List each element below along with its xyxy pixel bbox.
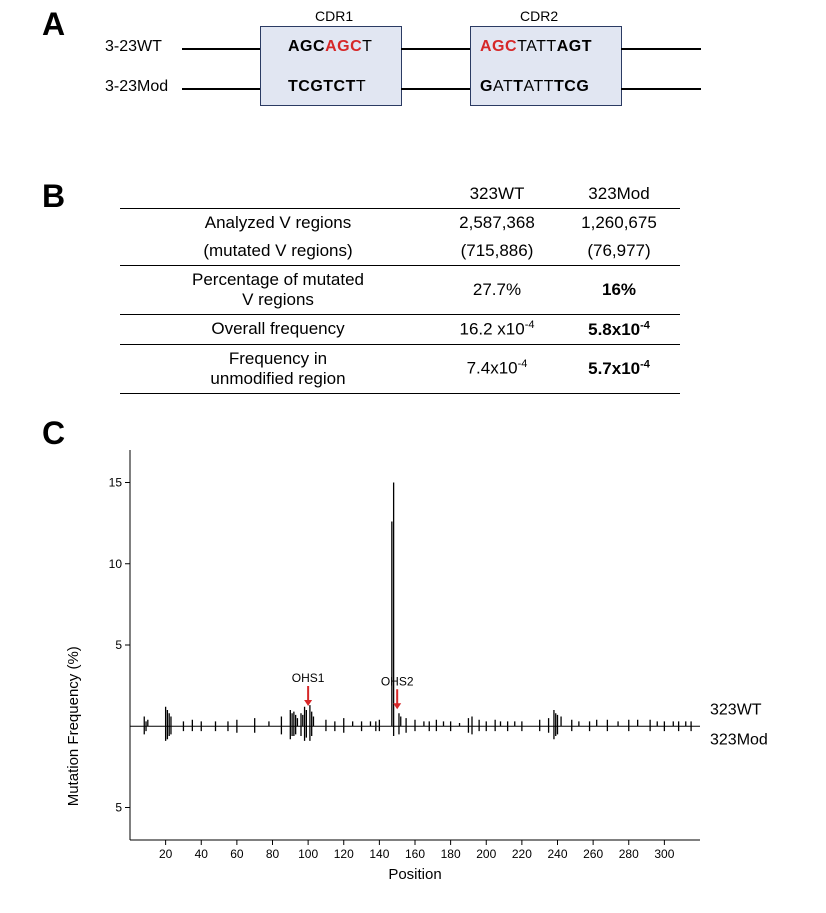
row2-cdr1-seq: TCGTCTT (288, 78, 366, 96)
svg-text:40: 40 (195, 847, 209, 861)
row1-cdr2-seq: AGCTATTAGT (480, 38, 592, 56)
row2-label: 3-23Mod (105, 78, 168, 96)
table-row-label: Analyzed V regions (120, 209, 436, 238)
svg-text:15: 15 (109, 476, 123, 490)
hdr-wt: 323WT (436, 180, 558, 209)
svg-text:5: 5 (115, 638, 122, 652)
svg-text:20: 20 (159, 847, 173, 861)
table-row-mod: 16% (558, 266, 680, 315)
line (401, 88, 470, 90)
table-row-mod: (76,977) (558, 237, 680, 266)
hdr-mod: 323Mod (558, 180, 680, 209)
table-row-wt: 27.7% (436, 266, 558, 315)
row1-label: 3-23WT (105, 38, 162, 56)
table-row-mod: 5.7x10-4 (558, 344, 680, 393)
table-row-label: (mutated V regions) (120, 237, 436, 266)
svg-text:300: 300 (654, 847, 674, 861)
svg-text:60: 60 (230, 847, 244, 861)
row2-cdr2-seq: GATTATTTCG (480, 78, 589, 96)
table-row-wt: 7.4x10-4 (436, 344, 558, 393)
line (401, 48, 470, 50)
table-row-wt: 2,587,368 (436, 209, 558, 238)
table-row-label: Overall frequency (120, 315, 436, 345)
table-row-wt: (715,886) (436, 237, 558, 266)
svg-text:OHS2: OHS2 (381, 674, 414, 688)
panel-a-label: A (42, 6, 65, 43)
panel-b-table: 323WT 323Mod Analyzed V regions2,587,368… (120, 180, 680, 394)
cdr2-label: CDR2 (520, 8, 558, 24)
table-row-mod: 1,260,675 (558, 209, 680, 238)
svg-text:10: 10 (109, 557, 123, 571)
svg-text:260: 260 (583, 847, 603, 861)
panel-b: 323WT 323Mod Analyzed V regions2,587,368… (120, 180, 680, 394)
table-row-label: Percentage of mutatedV regions (120, 266, 436, 315)
svg-text:Position: Position (388, 866, 441, 883)
table-row-wt: 16.2 x10-4 (436, 315, 558, 345)
line (182, 48, 260, 50)
table-row-label: Frequency inunmodified region (120, 344, 436, 393)
row1-cdr1-seq: AGCAGCT (288, 38, 372, 56)
line (621, 88, 701, 90)
page: { "panelA": { "label": "A", "cdr1_label"… (0, 0, 826, 913)
svg-text:280: 280 (619, 847, 639, 861)
svg-text:180: 180 (441, 847, 461, 861)
svg-text:Mutation Frequency (%): Mutation Frequency (%) (65, 646, 82, 806)
cdr1-label: CDR1 (315, 8, 353, 24)
mutation-chart: 5 10 15 5 20 40 60 80 100 120 140 160 180 200 220 240 26… (60, 425, 780, 885)
svg-text:100: 100 (298, 847, 318, 861)
svg-text:160: 160 (405, 847, 425, 861)
svg-text:220: 220 (512, 847, 532, 861)
svg-text:80: 80 (266, 847, 280, 861)
svg-text:240: 240 (547, 847, 567, 861)
hdr-blank (120, 180, 436, 209)
svg-text:140: 140 (369, 847, 389, 861)
svg-text:OHS1: OHS1 (292, 671, 325, 685)
panel-b-label: B (42, 178, 65, 215)
svg-text:323WT: 323WT (710, 701, 762, 718)
panel-c: 5 10 15 5 20 40 60 80 100 120 140 160 180 200 220 240 26… (60, 425, 780, 885)
line (182, 88, 260, 90)
svg-text:323Mod: 323Mod (710, 731, 768, 748)
svg-text:120: 120 (334, 847, 354, 861)
line (621, 48, 701, 50)
table-row-mod: 5.8x10-4 (558, 315, 680, 345)
table-header-row: 323WT 323Mod (120, 180, 680, 209)
svg-text:200: 200 (476, 847, 496, 861)
svg-text:5: 5 (115, 801, 122, 815)
